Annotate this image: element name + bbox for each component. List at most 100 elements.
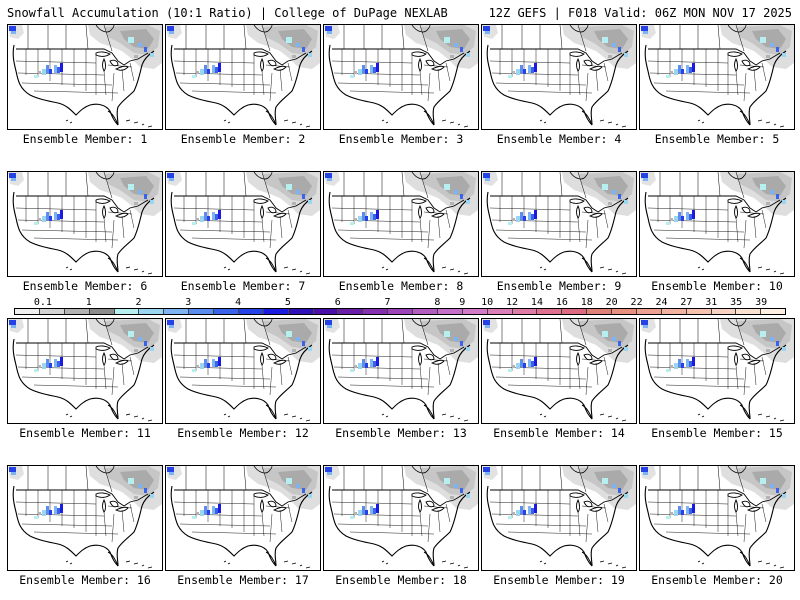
us-snowfall-map <box>482 319 636 422</box>
colorbar-swatch <box>761 309 786 314</box>
ensemble-member-caption: Ensemble Member: 6 <box>22 279 148 293</box>
ensemble-map-panel <box>165 465 321 571</box>
ensemble-member-caption: Ensemble Member: 2 <box>180 132 306 146</box>
colorbar-tick-label: 6 <box>334 297 341 308</box>
colorbar-swatch <box>39 309 65 314</box>
colorbar-tick-label: 8 <box>434 297 441 308</box>
us-snowfall-map <box>640 466 794 569</box>
ensemble-map-panel <box>7 318 163 424</box>
ensemble-member-caption: Ensemble Member: 18 <box>335 573 467 587</box>
ensemble-member-caption: Ensemble Member: 19 <box>493 573 625 587</box>
us-snowfall-map <box>166 25 320 128</box>
ensemble-member-caption: Ensemble Member: 11 <box>19 426 151 440</box>
us-snowfall-map <box>482 25 636 128</box>
colorbar-swatch <box>64 309 90 314</box>
colorbar-swatch <box>562 309 588 314</box>
colorbar-swatch <box>15 309 40 314</box>
colorbar-tick-label: 22 <box>630 297 643 308</box>
colorbar-swatch <box>214 309 239 314</box>
us-snowfall-map <box>324 25 478 128</box>
colorbar-tick-label: 14 <box>530 297 543 308</box>
ensemble-map-panel <box>165 24 321 130</box>
colorbar-tick-label: 35 <box>730 297 743 308</box>
colorbar-swatch <box>636 309 662 314</box>
ensemble-map-panel <box>481 465 637 571</box>
us-snowfall-map <box>640 172 794 275</box>
us-snowfall-map <box>324 319 478 422</box>
ensemble-map-panel <box>323 171 479 277</box>
colorbar-swatch <box>711 309 737 314</box>
colorbar-tick-label: 2 <box>135 297 142 308</box>
us-snowfall-map <box>8 466 162 569</box>
us-snowfall-map <box>482 172 636 275</box>
us-snowfall-map <box>640 25 794 128</box>
ensemble-member-caption: Ensemble Member: 8 <box>338 279 464 293</box>
colorbar-swatch <box>114 309 140 314</box>
ensemble-member-caption: Ensemble Member: 16 <box>19 573 151 587</box>
colorbar-swatch <box>288 309 314 314</box>
colorbar-tick-label: 31 <box>705 297 718 308</box>
colorbar-swatch <box>164 309 190 314</box>
ensemble-map-panel <box>165 318 321 424</box>
us-snowfall-map <box>8 319 162 422</box>
map-title: Snowfall Accumulation (10:1 Ratio) | Col… <box>7 6 448 20</box>
colorbar-swatch <box>388 309 413 314</box>
colorbar-tick-label: 20 <box>605 297 618 308</box>
us-snowfall-map <box>324 466 478 569</box>
ensemble-member-caption: Ensemble Member: 1 <box>22 132 148 146</box>
colorbar-swatch <box>487 309 513 314</box>
colorbar-swatch <box>263 309 289 314</box>
colorbar-swatch <box>413 309 438 314</box>
colorbar-swatch <box>238 309 264 314</box>
snowfall-colorbar: 0.1 1 2 3 4 5 6 7 8 9 10 12 14 16 18 20 22 24 27 31 35 39 <box>14 297 786 317</box>
ensemble-member-caption: Ensemble Member: 5 <box>654 132 780 146</box>
us-snowfall-map <box>324 172 478 275</box>
colorbar-swatch <box>338 309 364 314</box>
ensemble-map-panel <box>481 24 637 130</box>
ensemble-member-caption: Ensemble Member: 12 <box>177 426 309 440</box>
us-snowfall-map <box>8 25 162 128</box>
ensemble-member-caption: Ensemble Member: 13 <box>335 426 467 440</box>
colorbar-swatch <box>587 309 612 314</box>
colorbar-swatch <box>437 309 463 314</box>
ensemble-map-panel <box>7 24 163 130</box>
ensemble-map-panel <box>323 318 479 424</box>
ensemble-member-caption: Ensemble Member: 7 <box>180 279 306 293</box>
colorbar-swatch <box>313 309 339 314</box>
ensemble-member-caption: Ensemble Member: 15 <box>651 426 783 440</box>
us-snowfall-map <box>8 172 162 275</box>
ensemble-map-panel <box>323 465 479 571</box>
ensemble-member-caption: Ensemble Member: 10 <box>651 279 783 293</box>
colorbar-tick-label: 12 <box>506 297 519 308</box>
ensemble-member-caption: Ensemble Member: 20 <box>651 573 783 587</box>
us-snowfall-map <box>482 466 636 569</box>
colorbar-tick-label: 9 <box>459 297 466 308</box>
model-run-info: 12Z GEFS | F018 Valid: 06Z MON NOV 17 20… <box>488 6 792 20</box>
colorbar-swatch <box>661 309 687 314</box>
ensemble-map-panel <box>165 171 321 277</box>
colorbar-tick-label: 24 <box>655 297 668 308</box>
colorbar-tick-label: 18 <box>580 297 593 308</box>
ensemble-map-panel <box>639 465 795 571</box>
colorbar-swatch <box>363 309 389 314</box>
colorbar-tick-label: 5 <box>284 297 291 308</box>
us-snowfall-map <box>166 319 320 422</box>
colorbar-labels: 0.1 1 2 3 4 5 6 7 8 9 10 12 14 16 18 20 22 24 27 31 35 39 <box>14 297 786 308</box>
colorbar-swatch <box>189 309 214 314</box>
colorbar-swatches <box>14 308 786 315</box>
ensemble-map-panel <box>639 318 795 424</box>
colorbar-swatch <box>462 309 488 314</box>
ensemble-map-panel <box>481 318 637 424</box>
us-snowfall-map <box>166 466 320 569</box>
colorbar-tick-label: 10 <box>481 297 494 308</box>
ensemble-map-panel <box>639 24 795 130</box>
colorbar-swatch <box>139 309 165 314</box>
ensemble-map-panel <box>7 171 163 277</box>
us-snowfall-map <box>640 319 794 422</box>
colorbar-swatch <box>537 309 563 314</box>
ensemble-member-caption: Ensemble Member: 14 <box>493 426 625 440</box>
ensemble-member-caption: Ensemble Member: 3 <box>338 132 464 146</box>
colorbar-swatch <box>612 309 637 314</box>
colorbar-tick-label: 3 <box>185 297 192 308</box>
colorbar-tick-label: 16 <box>555 297 568 308</box>
